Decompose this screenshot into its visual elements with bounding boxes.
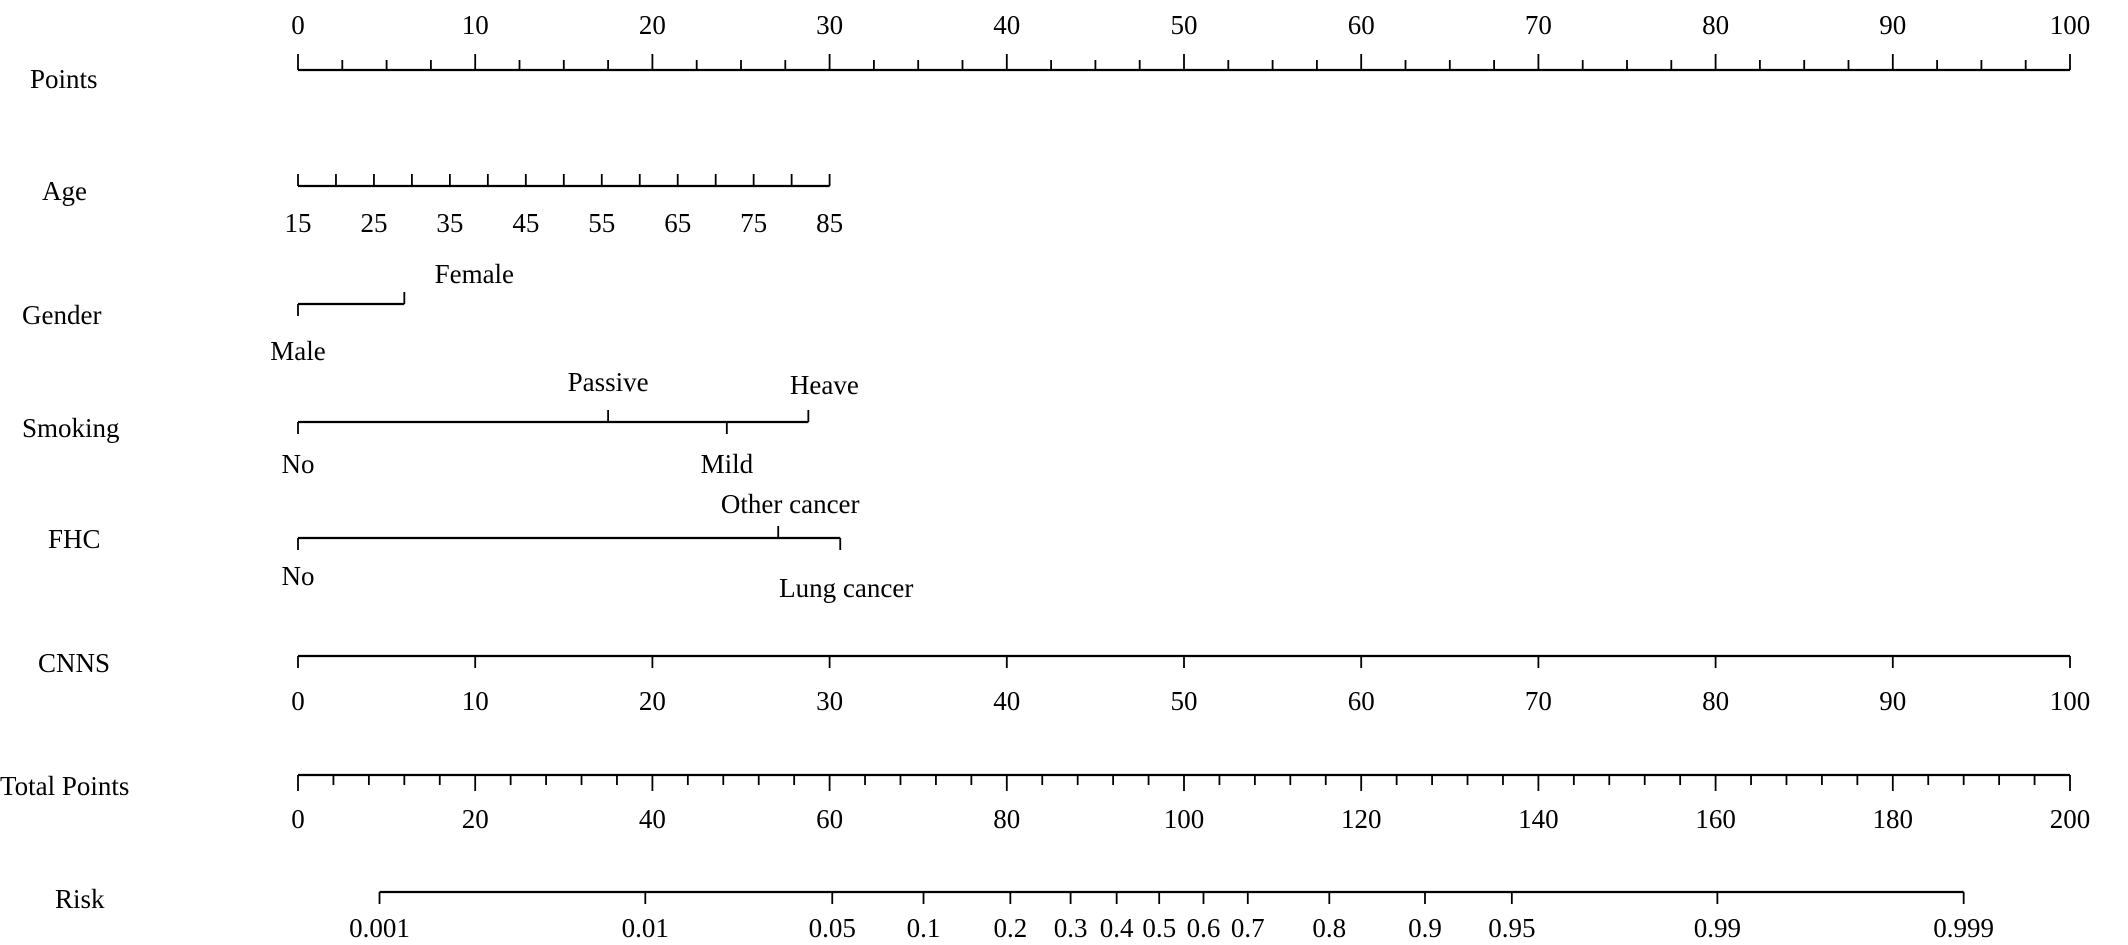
age-tick-label: 45 <box>512 208 539 238</box>
risk-tick-label: 0.6 <box>1187 913 1221 943</box>
risk-tick-label: 0.05 <box>809 913 856 943</box>
fhc-level-label-no: No <box>282 561 315 591</box>
row-label-cnns: CNNS <box>38 648 110 678</box>
cnns-tick-label: 60 <box>1348 686 1375 716</box>
points-tick-label: 60 <box>1348 10 1375 40</box>
row-label-smoking: Smoking <box>22 413 120 443</box>
row-label-risk: Risk <box>55 884 105 914</box>
cnns-tick-label: 90 <box>1879 686 1906 716</box>
risk-tick-label: 0.01 <box>622 913 669 943</box>
gender-level-label-female: Female <box>435 259 514 289</box>
smoking-level-label-no: No <box>282 449 315 479</box>
age-tick-label: 75 <box>740 208 767 238</box>
points-tick-label: 70 <box>1525 10 1552 40</box>
risk-tick-label: 0.001 <box>349 913 410 943</box>
risk-tick-label: 0.8 <box>1312 913 1346 943</box>
age-tick-label: 15 <box>285 208 312 238</box>
cnns-tick-label: 80 <box>1702 686 1729 716</box>
points-tick-label: 20 <box>639 10 666 40</box>
age-tick-label: 25 <box>360 208 387 238</box>
total-points-tick-label: 100 <box>1164 804 1205 834</box>
total-points-tick-label: 140 <box>1518 804 1559 834</box>
row-label-age: Age <box>42 176 87 206</box>
risk-tick-label: 0.99 <box>1694 913 1741 943</box>
risk-tick-label: 0.9 <box>1408 913 1442 943</box>
points-tick-label: 50 <box>1171 10 1198 40</box>
age-tick-label: 65 <box>664 208 691 238</box>
total-points-tick-label: 160 <box>1695 804 1736 834</box>
total-points-tick-label: 200 <box>2050 804 2091 834</box>
row-label-gender: Gender <box>22 300 101 330</box>
cnns-tick-label: 100 <box>2050 686 2091 716</box>
smoking-level-label-mild: Mild <box>701 449 754 479</box>
cnns-tick-label: 40 <box>993 686 1020 716</box>
cnns-tick-label: 70 <box>1525 686 1552 716</box>
total-points-tick-label: 80 <box>993 804 1020 834</box>
row-label-fhc: FHC <box>48 524 101 554</box>
cnns-tick-label: 10 <box>462 686 489 716</box>
points-tick-label: 40 <box>993 10 1020 40</box>
total-points-tick-label: 60 <box>816 804 843 834</box>
points-tick-label: 30 <box>816 10 843 40</box>
smoking-level-label-passive: Passive <box>568 367 649 397</box>
cnns-tick-label: 30 <box>816 686 843 716</box>
fhc-level-label-lung-cancer: Lung cancer <box>779 573 913 603</box>
row-label-points: Points <box>30 64 98 94</box>
fhc-level-label-other-cancer: Other cancer <box>721 489 860 519</box>
risk-tick-label: 0.2 <box>993 913 1027 943</box>
row-label-total-points: Total Points <box>0 771 129 801</box>
total-points-tick-label: 180 <box>1873 804 1914 834</box>
risk-tick-label: 0.5 <box>1142 913 1176 943</box>
age-tick-label: 35 <box>436 208 463 238</box>
cnns-tick-label: 0 <box>291 686 305 716</box>
total-points-tick-label: 20 <box>462 804 489 834</box>
points-tick-label: 90 <box>1879 10 1906 40</box>
total-points-tick-label: 120 <box>1341 804 1382 834</box>
risk-tick-label: 0.95 <box>1488 913 1535 943</box>
risk-tick-label: 0.4 <box>1100 913 1134 943</box>
risk-tick-label: 0.999 <box>1933 913 1994 943</box>
gender-level-label-male: Male <box>270 336 325 366</box>
age-tick-label: 55 <box>588 208 615 238</box>
cnns-tick-label: 20 <box>639 686 666 716</box>
smoking-level-label-heave: Heave <box>790 370 859 400</box>
risk-tick-label: 0.3 <box>1054 913 1088 943</box>
total-points-tick-label: 40 <box>639 804 666 834</box>
total-points-tick-label: 0 <box>291 804 305 834</box>
points-tick-label: 10 <box>462 10 489 40</box>
risk-tick-label: 0.7 <box>1231 913 1265 943</box>
risk-tick-label: 0.1 <box>907 913 941 943</box>
cnns-tick-label: 50 <box>1171 686 1198 716</box>
points-tick-label: 0 <box>291 10 305 40</box>
points-tick-label: 100 <box>2050 10 2091 40</box>
points-tick-label: 80 <box>1702 10 1729 40</box>
age-tick-label: 85 <box>816 208 843 238</box>
